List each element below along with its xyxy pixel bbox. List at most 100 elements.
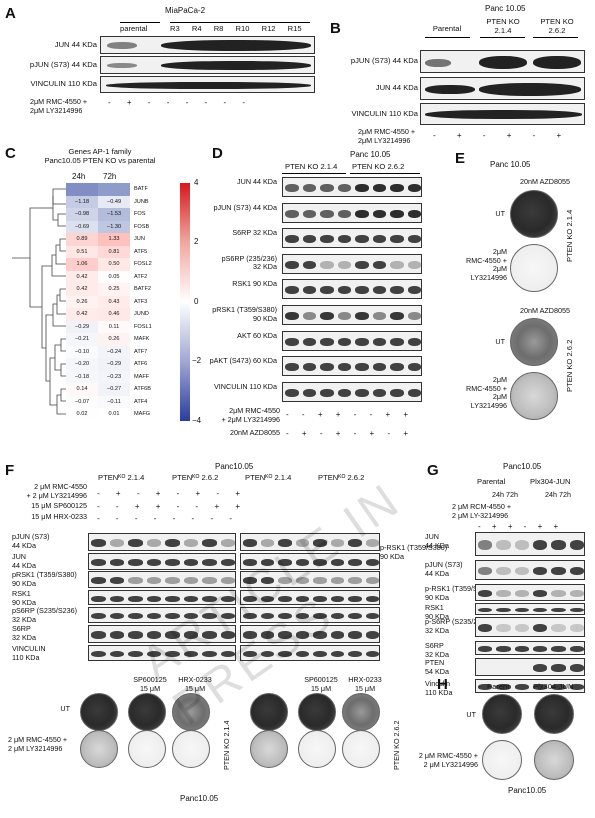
- panel-f-colony-row-0: UT: [60, 704, 70, 713]
- heatmap-cell: 1.06: [66, 258, 98, 271]
- panel-f-row-label: pRSK1 (T359/S380) 90 KDa: [12, 570, 77, 588]
- panel-f-treat-c: - - - - - - - -: [97, 514, 233, 523]
- panel-d-blot: [282, 381, 422, 402]
- heatmap-cell: −1.30: [98, 220, 130, 233]
- panel-f-colony: [128, 693, 166, 731]
- panel-f-blot: [88, 571, 236, 588]
- heatmap-cell: −0.23: [98, 370, 130, 383]
- heatmap-cell: −0.69: [66, 220, 98, 233]
- panel-f-colony: [80, 730, 118, 768]
- panel-e-row-tx-1: 2μM RMC-4550 + 2μM LY3214996: [466, 247, 507, 282]
- heatmap-cell: 0.89: [66, 233, 98, 246]
- panel-f-blot: [88, 625, 236, 643]
- heatmap-gene-label: ATF2: [134, 273, 148, 280]
- panel-f-row-label: pS6RP (S235/S236) 32 KDa: [12, 606, 77, 624]
- panel-f-colony: [298, 693, 336, 731]
- panel-d-treat1-signs: - - + + - - + +: [286, 410, 409, 419]
- panel-d-row-label: pJUN (S73) 44 KDa: [213, 202, 277, 212]
- panel-b-group-0: Parental: [432, 24, 462, 33]
- panel-f-blot: [88, 553, 236, 570]
- panel-f-colony: [298, 730, 336, 768]
- panel-g-row-label: RSK1 90 KDa: [425, 603, 449, 621]
- heatmap-gene-label: MAFG: [134, 411, 151, 417]
- panel-f-blot: [240, 590, 380, 605]
- panel-e-row-ut-2: UT: [495, 337, 505, 346]
- panel-f-row-label: JUN 44 KDa: [12, 552, 36, 570]
- panel-f-colony: [250, 730, 288, 768]
- heatmap-cell: −0.20: [66, 358, 98, 371]
- panel-e-colony-4: [510, 372, 558, 420]
- panel-h-col-0: Parent: [487, 682, 510, 691]
- panel-h-row-1: 2 μM RMC-4550 + 2 μM LY3214996: [418, 751, 478, 769]
- panel-d-row-label: AKT 60 KDa: [237, 330, 277, 340]
- panel-f-blot: [240, 625, 380, 643]
- panel-f-colony: [250, 693, 288, 731]
- panel-d-blot: [282, 253, 422, 274]
- heatmap-cell: −1.18: [66, 195, 98, 208]
- panel-c-scale-2: 0: [194, 297, 199, 306]
- panel-c-col-24h: 24h: [72, 172, 86, 181]
- heatmap-cell: 0.25: [98, 283, 130, 296]
- panel-b-row-1: JUN 44 KDa: [375, 83, 418, 92]
- panel-label-h: H: [437, 676, 448, 693]
- panel-a-blot-pjun: [100, 56, 315, 74]
- panel-d-row-label: VINCULIN 110 KDa: [214, 381, 277, 391]
- panel-f-right-row-1: p-RSK1 (T359/S380) 90 KDa: [380, 543, 448, 561]
- panel-h-colony-jun-tx: [534, 740, 574, 780]
- panel-f-treat-label-2: 15 μM HRX-0233: [31, 512, 87, 521]
- heatmap-cell: 0.51: [66, 245, 98, 258]
- panel-e-side-2: PTEN KO 2.6.2: [565, 339, 574, 392]
- panel-b-row-2: VINCULIN 110 KDa: [351, 109, 418, 118]
- heatmap-cell: 0.01: [98, 408, 130, 421]
- panel-g-title: Panc10.05: [503, 462, 542, 471]
- panel-f-row-label: S6RP 32 KDa: [12, 624, 36, 642]
- panel-a-group-0: parental: [120, 24, 148, 33]
- heatmap-cell: −0.29: [66, 320, 98, 333]
- panel-f-colony-col-5: HRX-0233 15 μM: [348, 675, 382, 693]
- panel-g-blot: [475, 641, 585, 655]
- heatmap-gene-label: ATF6B: [134, 386, 151, 392]
- panel-g-group-1: Plx304-JUN: [530, 477, 571, 486]
- heatmap-cell: −0.27: [98, 383, 130, 396]
- panel-f-side-0: PTEN KO 2.1.4: [222, 720, 231, 770]
- panel-a-treatment-signs: - + - - - - - -: [108, 98, 246, 107]
- panel-b-title: Panc 10.05: [485, 4, 526, 13]
- panel-h-colony-parent-ut: [482, 694, 522, 734]
- heatmap-gene-label: ATF3: [134, 298, 148, 305]
- panel-f-side-1: PTEN KO 2.6.2: [392, 720, 401, 770]
- panel-label-d: D: [212, 145, 223, 162]
- panel-e-side-1: PTEN KO 2.1.4: [565, 209, 574, 262]
- panel-d-blot: [282, 356, 422, 377]
- panel-d-row-label: pAKT (S473) 60 KDa: [209, 356, 277, 366]
- panel-f-row-label: VINCULIN 110 KDa: [12, 644, 46, 662]
- panel-f-colony: [172, 693, 210, 731]
- panel-a-row-2: VINCULIN 110 KDa: [30, 79, 97, 88]
- panel-a-blot-jun: [100, 36, 315, 54]
- panel-a-row-0: JUN 44 KDa: [54, 40, 97, 49]
- heatmap-cell: −0.29: [98, 358, 130, 371]
- panel-f-row-label: pJUN (S73) 44 KDa: [12, 532, 50, 550]
- panel-f-group-1: PTENᴷᴼ 2.6.2: [172, 473, 219, 482]
- panel-g-blot: [475, 560, 585, 580]
- panel-g-row-label: S6RP 32 KDa: [425, 641, 449, 659]
- panel-label-c: C: [5, 145, 16, 162]
- panel-c-title: Genes AP-1 family Panc10.05 PTEN KO vs p…: [44, 147, 156, 165]
- panel-d-row-label: JUN 44 KDa: [237, 177, 277, 186]
- heatmap-cell: 0.42: [66, 283, 98, 296]
- panel-h-col-1: Plx304-JUN: [533, 682, 574, 691]
- panel-label-g: G: [427, 462, 439, 479]
- heatmap-cell: [98, 183, 130, 196]
- panel-c-dendrogram: [12, 188, 66, 415]
- heatmap-cell: [66, 183, 98, 196]
- panel-d-blot: [282, 177, 422, 197]
- panel-f-title: Panc10.05: [215, 462, 254, 471]
- heatmap-cell: −1.53: [98, 208, 130, 221]
- heatmap-gene-label: ATF5: [134, 248, 148, 255]
- panel-d-blot: [282, 330, 422, 351]
- panel-g-time-1: 24h 72h: [545, 490, 571, 499]
- panel-f-colony-col-1: SP600125 15 μM: [133, 675, 167, 693]
- heatmap-gene-label: BATF2: [134, 286, 151, 292]
- panel-d-title: Panc 10.05: [350, 150, 391, 159]
- panel-e-row-tx-2: 2μM RMC-4550 + 2μM LY3214996: [466, 375, 507, 410]
- panel-f-blot: [240, 533, 380, 551]
